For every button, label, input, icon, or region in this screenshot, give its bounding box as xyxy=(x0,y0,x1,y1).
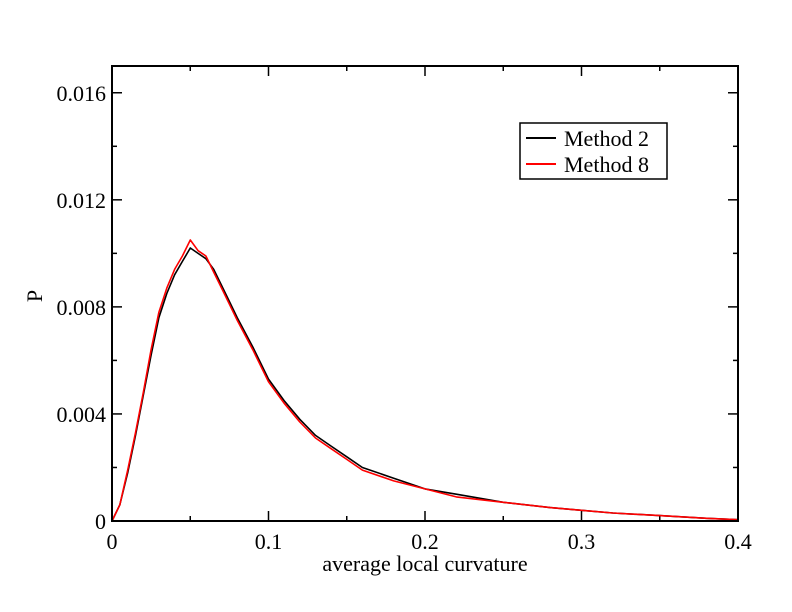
x-tick-label: 0 xyxy=(107,529,118,554)
y-tick-label: 0.012 xyxy=(57,188,107,213)
legend: Method 2 Method 8 xyxy=(519,122,668,180)
series-line-method-8 xyxy=(111,239,739,522)
y-tick-label: 0.004 xyxy=(57,402,107,427)
series-layer xyxy=(111,239,739,522)
x-tick-label: 0.4 xyxy=(724,529,752,554)
y-tick-label: 0.008 xyxy=(57,295,107,320)
x-axis-label: average local curvature xyxy=(322,551,527,576)
legend-label-method-2: Method 2 xyxy=(564,126,649,151)
ticks-layer: 0 0.1 0.2 0.3 0.4 0 0.004 0.008 0.012 0.016 xyxy=(57,66,752,554)
y-tick-label: 0 xyxy=(95,509,106,534)
legend-label-method-8: Method 8 xyxy=(564,152,649,177)
y-tick-label: 0.016 xyxy=(57,81,107,106)
x-tick-label: 0.1 xyxy=(255,529,283,554)
x-tick-label: 0.2 xyxy=(411,529,439,554)
plot-frame xyxy=(111,65,739,522)
x-tick-label: 0.3 xyxy=(568,529,596,554)
y-axis-label: P xyxy=(22,290,47,302)
labels-layer: average local curvature P xyxy=(22,290,528,576)
legend-box xyxy=(519,122,668,180)
